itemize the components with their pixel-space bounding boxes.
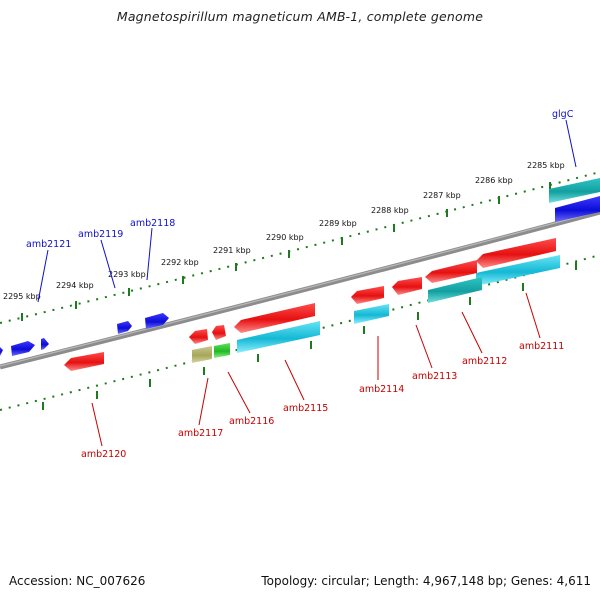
gene-label-amb2121: amb2121 <box>26 239 71 250</box>
gene-amb2113-red <box>392 277 422 295</box>
accession-text: Accession: NC_007626 <box>9 574 146 588</box>
tick-label-2291: 2291 kbp <box>213 246 251 255</box>
tick-label-2292: 2292 kbp <box>161 258 199 267</box>
reverse-gene-labels: amb2111 amb2112 amb2113 amb2114 amb2115 … <box>81 341 564 460</box>
upper-major-ticks <box>21 182 551 321</box>
gene-amb2116-green <box>214 343 230 358</box>
scale-labels: 2285 kbp 2286 kbp 2287 kbp 2288 kbp 2289… <box>3 161 565 301</box>
tick-label-2285: 2285 kbp <box>527 161 565 170</box>
forward-genes <box>0 178 600 356</box>
forward-leaders <box>37 119 577 303</box>
gene-label-amb2116: amb2116 <box>229 416 274 427</box>
gene-amb2111-cyan <box>476 255 560 286</box>
gene-amb2117-red <box>189 329 208 344</box>
tick-label-2293: 2293 kbp <box>108 270 146 279</box>
tick-label-2288: 2288 kbp <box>371 206 409 215</box>
tick-label-2290: 2290 kbp <box>266 233 304 242</box>
gene-forward-blue-right <box>555 196 600 222</box>
gene-amb2111-red <box>476 238 556 268</box>
gene-label-amb2115: amb2115 <box>283 403 328 414</box>
reverse-leaders <box>91 292 541 447</box>
tick-label-2289: 2289 kbp <box>319 219 357 228</box>
gene-label-glgC: glgC <box>552 109 574 120</box>
gene-amb2116-red <box>212 325 226 340</box>
genome-backbone <box>0 209 600 370</box>
gene-amb2114-red <box>351 286 384 304</box>
gene-amb2118 <box>145 313 169 329</box>
genome-backbone-highlight <box>0 210 600 367</box>
tick-label-2287: 2287 kbp <box>423 191 461 200</box>
gene-amb2121b <box>41 338 49 350</box>
genome-summary-text: Topology: circular; Length: 4,967,148 bp… <box>261 574 591 588</box>
gene-amb2115-cyan <box>237 321 320 353</box>
genome-title: Magnetospirillum magneticum AMB-1, compl… <box>116 9 484 24</box>
forward-gene-labels: glgC amb2118 amb2119 amb2121 <box>26 109 574 250</box>
reverse-genes <box>64 238 560 371</box>
gene-amb2112-cyan <box>428 277 482 303</box>
gene-amb2119 <box>117 321 132 334</box>
gene-left-edge <box>0 347 3 356</box>
lower-major-ticks <box>42 262 577 410</box>
gene-glgC <box>549 178 600 203</box>
gene-amb2120-red <box>64 352 104 371</box>
gene-amb2117-olive <box>192 346 212 363</box>
tick-label-2295: 2295 kbp <box>3 292 41 301</box>
gene-amb2114-cyan <box>354 304 389 324</box>
gene-amb2121a <box>11 341 35 356</box>
gene-label-amb2120: amb2120 <box>81 449 126 460</box>
tick-label-2286: 2286 kbp <box>475 176 513 185</box>
gene-label-amb2113: amb2113 <box>412 371 457 382</box>
gene-label-amb2112: amb2112 <box>462 356 507 367</box>
gene-amb2112-red <box>425 260 477 283</box>
gene-label-amb2119: amb2119 <box>78 229 123 240</box>
gene-amb2115-red <box>234 303 315 333</box>
gene-label-amb2117: amb2117 <box>178 428 223 439</box>
tick-label-2294: 2294 kbp <box>56 281 94 290</box>
gene-label-amb2118: amb2118 <box>130 218 175 229</box>
gene-label-amb2111: amb2111 <box>519 341 564 352</box>
upper-scale-line <box>0 171 600 324</box>
gene-label-amb2114: amb2114 <box>359 384 404 395</box>
